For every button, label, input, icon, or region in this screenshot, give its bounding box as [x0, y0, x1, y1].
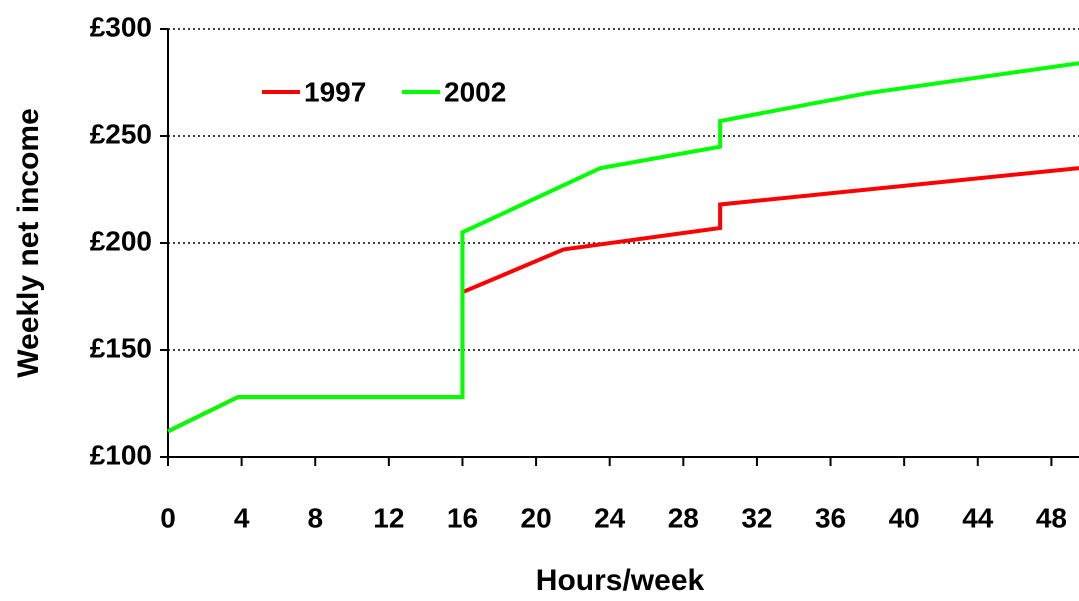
x-axis-title: Hours/week [536, 564, 705, 597]
series-line [167, 166, 1079, 434]
series-line [167, 61, 1079, 434]
x-tick-label: 4 [234, 502, 250, 533]
x-tick-label: 24 [594, 502, 626, 533]
y-axis-title: Weekly net income [12, 108, 45, 378]
y-tick-label: £200 [90, 225, 152, 256]
x-tick-label: 48 [1036, 502, 1067, 533]
x-tick-label: 32 [741, 502, 772, 533]
x-tick-label: 44 [962, 502, 994, 533]
y-tick-label: £100 [90, 439, 152, 470]
y-tick-label: £250 [90, 118, 152, 149]
x-tick-label: 8 [307, 502, 323, 533]
x-tick-label: 12 [373, 502, 404, 533]
legend-label: 2002 [444, 76, 506, 107]
x-tick-label: 20 [521, 502, 552, 533]
x-tick-label: 16 [447, 502, 478, 533]
legend-label: 1997 [304, 76, 366, 107]
x-tick-label: 0 [160, 502, 176, 533]
x-tick-label: 36 [815, 502, 846, 533]
y-tick-label: £150 [90, 332, 152, 363]
x-tick-label: 40 [889, 502, 920, 533]
x-tick-label: 28 [668, 502, 699, 533]
y-tick-label: £300 [90, 11, 152, 42]
